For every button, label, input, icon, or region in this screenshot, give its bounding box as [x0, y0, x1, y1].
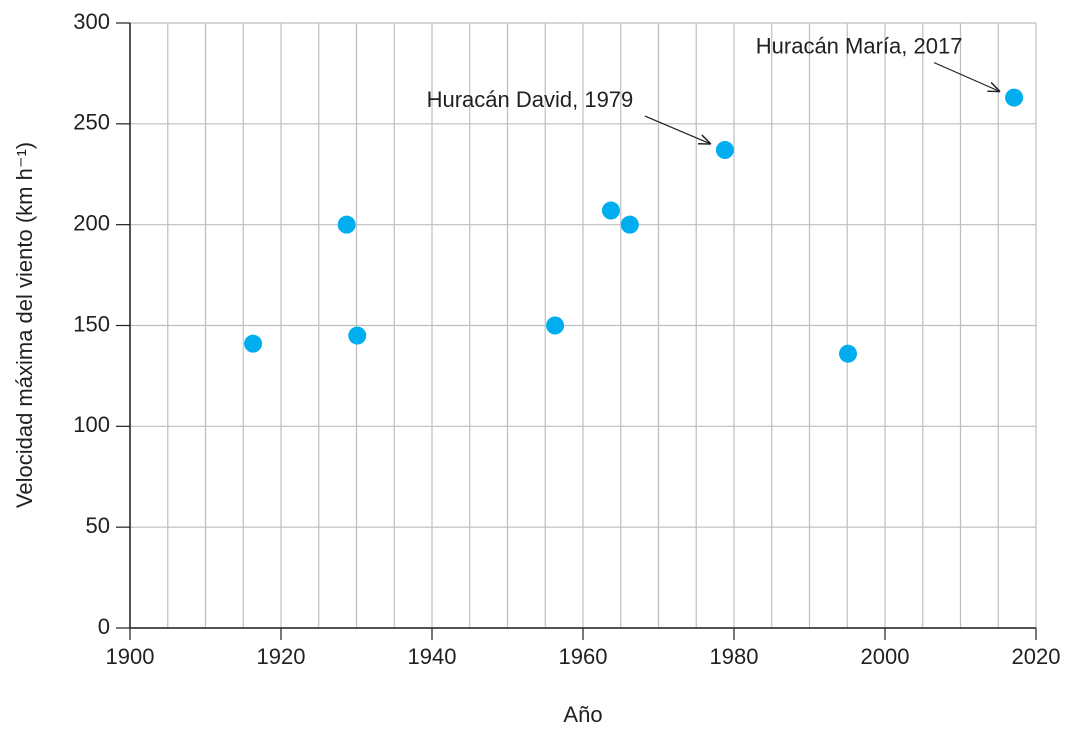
annotation: Huracán David, 1979 — [427, 87, 634, 112]
x-tick-label: 2020 — [1012, 644, 1061, 669]
point — [839, 344, 858, 363]
x-tick-label: 2000 — [861, 644, 910, 669]
point — [337, 215, 356, 234]
point — [620, 215, 639, 234]
y-tick-label: 250 — [73, 110, 110, 135]
x-axis-label: Año — [563, 702, 602, 727]
point — [348, 326, 367, 345]
x-tick-label: 1920 — [257, 644, 306, 669]
y-tick-label: 100 — [73, 412, 110, 437]
annotation: Huracán María, 2017 — [756, 33, 963, 58]
x-tick-label: 1940 — [408, 644, 457, 669]
annotation-arrow — [644, 115, 711, 144]
y-tick-label: 50 — [86, 513, 110, 538]
y-tick-label: 200 — [73, 210, 110, 235]
point — [244, 334, 263, 353]
y-tick-label: 300 — [73, 9, 110, 34]
point — [715, 141, 734, 160]
point — [1005, 88, 1024, 107]
point — [546, 316, 565, 335]
y-tick-label: 0 — [98, 614, 110, 639]
annotation-arrow — [933, 62, 1000, 92]
y-tick-label: 150 — [73, 311, 110, 336]
point — [601, 201, 620, 220]
x-tick-label: 1900 — [106, 644, 155, 669]
y-axis-label: Velocidad máxima del viento (km h⁻¹) — [12, 142, 37, 508]
x-tick-label: 1960 — [559, 644, 608, 669]
x-tick-label: 1980 — [710, 644, 759, 669]
